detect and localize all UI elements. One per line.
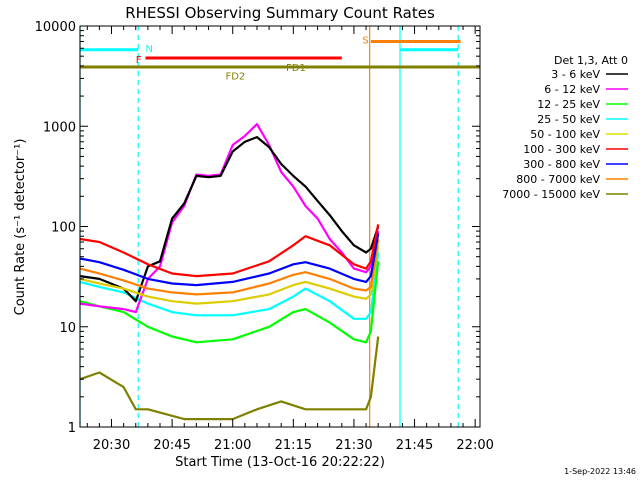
legend-label: 25 - 50 keV (537, 113, 600, 126)
y-axis: 1 10 100 1000 10000 (35, 20, 480, 436)
series-line (79, 245, 380, 305)
flag-label: N (145, 44, 152, 55)
x-tick-label: 20:30 (93, 438, 130, 453)
footer-date: 1-Sep-2022 13:46 (564, 467, 636, 476)
x-tick-label: 21:00 (214, 438, 251, 453)
y-tick-label: 1000 (43, 120, 76, 135)
series-line (79, 238, 380, 296)
legend: 3 - 6 keV 6 - 12 keV 12 - 25 keV 25 - 50 ke… (502, 68, 628, 201)
x-tick-label: 21:30 (335, 438, 372, 453)
x-tick-label: 21:15 (275, 438, 312, 453)
plot-area: NF S FD1 FD2 (79, 26, 480, 427)
x-axis-label: Start Time (13-Oct-16 20:22:22) (175, 455, 385, 470)
legend-label: 300 - 800 keV (523, 158, 600, 171)
chart-title: RHESSI Observing Summary Count Rates (125, 4, 435, 22)
series-line (79, 224, 380, 278)
x-tick-label: 21:45 (396, 438, 433, 453)
series-line (79, 136, 380, 303)
legend-header: Det 1,3, Att 0 (554, 54, 628, 67)
legend-label: 6 - 12 keV (544, 83, 600, 96)
y-tick-label: 100 (51, 221, 76, 236)
series-line (79, 336, 380, 421)
legend-label: 800 - 7000 keV (516, 173, 600, 186)
y-tick-label: 1 (68, 421, 76, 436)
annotation-label: FD1 (286, 63, 306, 74)
legend-label: 100 - 300 keV (523, 143, 600, 156)
x-tick-label: 20:45 (153, 438, 190, 453)
y-tick-label: 10000 (35, 20, 76, 35)
series-line (79, 233, 380, 287)
x-axis: 20:30 20:45 21:00 21:15 21:30 21:45 22:00 (86, 26, 494, 453)
legend-label: 12 - 25 keV (537, 98, 600, 111)
y-axis-label: Count Rate (s⁻¹ detector⁻¹) (13, 139, 28, 316)
flag-label: S (362, 36, 368, 47)
legend-label: 50 - 100 keV (530, 128, 600, 141)
legend-label: 7000 - 15000 keV (502, 188, 600, 201)
legend-label: 3 - 6 keV (551, 68, 600, 81)
series-line (79, 261, 380, 344)
x-tick-label: 22:00 (456, 438, 493, 453)
flag-label: F (136, 55, 142, 66)
annotation-label: FD2 (225, 72, 245, 83)
y-tick-label: 10 (59, 321, 76, 336)
